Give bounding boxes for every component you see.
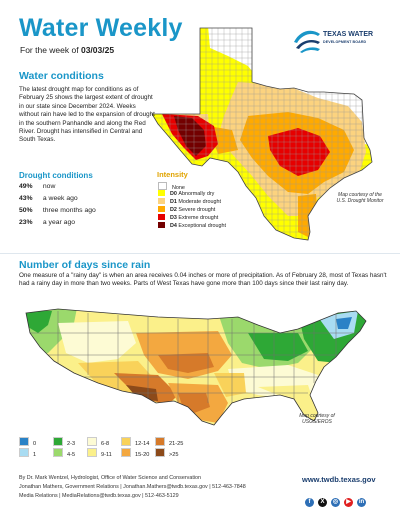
texas-map-credit: Map courtesy of the U.S. Drought Monitor	[336, 192, 384, 204]
intensity-legend-item: D2 Severe drought	[158, 206, 226, 214]
newsletter-title: Water Weekly	[19, 14, 183, 42]
state-borders	[26, 311, 366, 403]
intensity-label: Abnormally dry	[178, 191, 215, 197]
rain-legend-item: 2-3	[53, 437, 76, 447]
intensity-label: Moderate drought	[178, 199, 221, 205]
rain-section-heading: Number of days since rain	[19, 259, 151, 271]
intensity-legend-item: D4 Exceptional drought	[158, 222, 226, 230]
rain-legend-swatch	[53, 448, 63, 457]
social-links: f X ◎ ▶ in	[305, 490, 385, 508]
media-relations-line: Media Relations | MediaRelations@twdb.te…	[19, 493, 179, 499]
water-conditions-heading: Water conditions	[19, 70, 104, 82]
website-link[interactable]: www.twdb.texas.gov	[302, 475, 376, 484]
gov-relations-line: Jonathan Mathers, Government Relations |…	[19, 484, 246, 490]
rain-legend-label: 21-25	[169, 441, 184, 447]
linkedin-icon[interactable]: in	[357, 498, 366, 507]
intensity-label: Extreme drought	[178, 215, 219, 221]
week-date: 03/03/25	[80, 45, 115, 55]
drought-stat-row: 49% now	[19, 183, 56, 190]
rain-legend-swatch	[155, 448, 165, 457]
intensity-legend-item: D1 Moderate drought	[158, 198, 226, 206]
rain-legend-label: 1	[33, 452, 37, 458]
rain-legend-item: 1	[19, 448, 37, 458]
us-map-credit: Map courtesy of USGS/EROS	[299, 413, 335, 425]
instagram-icon[interactable]: ◎	[331, 498, 340, 507]
intensity-legend-item: D0 Abnormally dry	[158, 190, 226, 198]
intensity-code: D3	[170, 215, 179, 221]
drought-conditions-list: 49% now 43% a week ago 50% three months …	[19, 183, 96, 231]
intensity-swatch	[158, 214, 165, 220]
intensity-legend: None D0 Abnormally dry D1 Moderate drought…	[158, 182, 226, 230]
rain-legend-item: 15-20	[121, 448, 150, 458]
water-conditions-text: The latest drought map for conditions as…	[19, 86, 155, 144]
rain-section-text: One measure of a "rainy day" is when an …	[19, 272, 387, 288]
drought-conditions-heading: Drought conditions	[19, 171, 93, 180]
rain-legend-label: 9-11	[101, 452, 112, 458]
intensity-swatch	[158, 190, 165, 196]
intensity-label: None	[172, 185, 185, 191]
twdb-logo	[294, 30, 320, 53]
intensity-swatch	[158, 206, 165, 212]
intensity-legend-item: D3 Extreme drought	[158, 214, 226, 222]
texas-outline	[151, 27, 373, 241]
logo-water-mark-icon	[294, 30, 320, 53]
us-outline	[25, 308, 367, 426]
intensity-code: D0	[170, 191, 179, 197]
rain-legend-label: 12-14	[135, 441, 150, 447]
rain-legend-label: >25	[169, 452, 179, 458]
facebook-icon[interactable]: f	[305, 498, 314, 507]
footer-contacts: By Dr. Mark Wentzel, Hydrologist, Office…	[19, 474, 246, 501]
rain-legend-item: 4-5	[53, 448, 76, 458]
drought-stat-row: 43% a week ago	[19, 195, 78, 202]
rain-legend-swatch	[19, 448, 29, 457]
rain-legend-item: 6-8	[87, 437, 110, 447]
rain-days-legend: 0 1 2-3 4-5 6-8 9-11 12-14 15-20 21-25 >25	[19, 437, 189, 459]
intensity-code: D4	[170, 223, 179, 229]
intensity-code: D1	[170, 199, 179, 205]
author-line: By Dr. Mark Wentzel, Hydrologist, Office…	[19, 475, 202, 481]
rain-legend-swatch	[53, 437, 63, 446]
rain-legend-item: >25	[155, 448, 179, 458]
section-divider	[0, 253, 400, 254]
us-days-since-rain-map	[25, 308, 367, 426]
week-line: For the week of 03/03/25	[20, 45, 115, 55]
intensity-swatch	[158, 182, 167, 190]
rain-legend-item: 21-25	[155, 437, 184, 447]
intensity-label: Exceptional drought	[178, 223, 227, 229]
intensity-legend-item: None	[158, 182, 226, 191]
intensity-code: D2	[170, 207, 179, 213]
rain-legend-label: 2-3	[67, 441, 76, 447]
rain-legend-swatch	[155, 437, 165, 446]
texas-drought-map	[151, 27, 373, 241]
logo-name: TEXAS WATER	[323, 31, 374, 38]
x-icon[interactable]: X	[318, 498, 327, 507]
rain-legend-label: 6-8	[101, 441, 110, 447]
drought-stat-row: 23% a year ago	[19, 219, 76, 226]
rain-legend-item: 9-11	[87, 448, 112, 458]
intensity-legend-heading: Intensity	[157, 170, 188, 179]
rain-legend-label: 4-5	[67, 452, 76, 458]
intensity-swatch	[158, 198, 165, 204]
drought-stat-row: 50% three months ago	[19, 207, 96, 214]
rain-legend-swatch	[87, 437, 97, 446]
rain-legend-label: 0	[33, 441, 37, 447]
logo-subname: DEVELOPMENT BOARD	[323, 40, 367, 44]
rain-legend-swatch	[121, 437, 131, 446]
rain-legend-item: 12-14	[121, 437, 150, 447]
rain-legend-swatch	[87, 448, 97, 457]
rain-legend-label: 15-20	[135, 452, 150, 458]
youtube-icon[interactable]: ▶	[344, 498, 353, 507]
intensity-swatch	[158, 222, 165, 228]
intensity-label: Severe drought	[178, 207, 216, 213]
rain-legend-item: 0	[19, 437, 37, 447]
rain-legend-swatch	[19, 437, 29, 446]
rain-legend-swatch	[121, 448, 131, 457]
